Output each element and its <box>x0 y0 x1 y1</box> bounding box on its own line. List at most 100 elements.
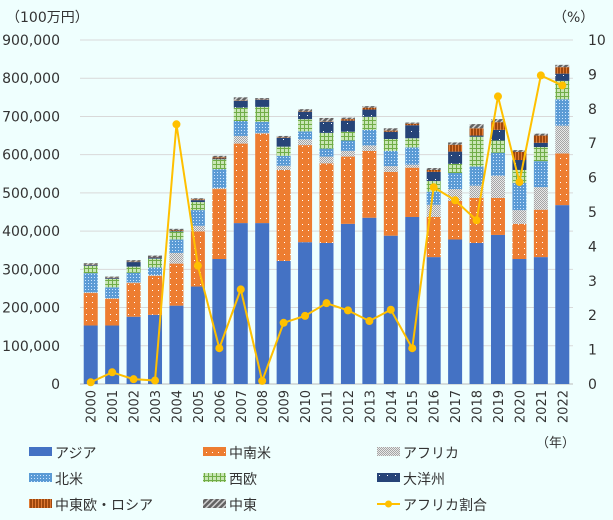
x-tick-label: 2003 <box>149 390 164 423</box>
bar-segment <box>362 109 377 117</box>
bar-segment <box>190 202 205 211</box>
bar-segment <box>212 157 227 159</box>
africa-share-point <box>301 311 310 320</box>
bar-segment <box>469 128 484 136</box>
bar-segment <box>555 153 570 206</box>
bar-segment <box>448 142 463 145</box>
bar-segment <box>383 171 398 236</box>
bar-segment <box>340 117 355 120</box>
bar-segment <box>512 151 527 161</box>
bar-segment <box>190 286 205 384</box>
bar-segment <box>555 125 570 154</box>
bar-segment <box>319 148 334 157</box>
legend-label: アフリカ割合 <box>403 497 487 514</box>
bar-segment <box>126 282 141 284</box>
bar-segment <box>533 147 548 162</box>
y2-axis-unit-label: （%） <box>553 10 594 26</box>
x-tick-label: 2002 <box>128 390 143 423</box>
bar-segment <box>512 160 527 170</box>
bar-segment <box>405 138 420 148</box>
bar-segment <box>255 223 270 384</box>
y2-tick-label: 0 <box>588 377 597 393</box>
bar-segment <box>555 99 570 126</box>
bar-segment <box>255 106 270 122</box>
bar-segment <box>362 217 377 384</box>
bar-segment <box>383 166 398 172</box>
bar-segment <box>362 145 377 151</box>
bar-segment <box>512 210 527 224</box>
bar-segment <box>105 278 120 279</box>
bar-segment <box>426 216 441 258</box>
bar-segment <box>126 262 141 267</box>
bar-segment <box>148 275 163 315</box>
legend-swatch <box>203 499 226 508</box>
africa-share-point <box>515 178 524 187</box>
africa-share-point <box>258 376 267 385</box>
bar-segment <box>105 298 120 299</box>
bar-segment <box>469 136 484 167</box>
y-tick-label: 700,000 <box>2 109 60 125</box>
africa-share-point <box>236 285 245 294</box>
y2-tick-label: 8 <box>588 102 597 118</box>
bar-segment <box>319 163 334 243</box>
y2-tick-label: 5 <box>588 205 597 221</box>
x-tick-label: 2018 <box>471 390 486 423</box>
bar-segment <box>105 298 120 326</box>
y-tick-label: 100,000 <box>2 339 60 355</box>
bar-segment <box>169 231 184 240</box>
bar-segment <box>319 117 334 122</box>
bar-segment <box>233 97 248 101</box>
bar-segment <box>448 151 463 164</box>
bar-segment <box>490 152 505 176</box>
bar-segment <box>448 163 463 174</box>
bar-segment <box>255 133 270 224</box>
x-tick-label: 2016 <box>428 390 443 423</box>
bar-segment <box>105 276 120 278</box>
bar-segment <box>83 292 98 294</box>
bar-segment <box>490 197 505 235</box>
x-tick-label: 2006 <box>213 390 228 423</box>
bar-segment <box>276 135 291 138</box>
x-tick-label: 2013 <box>363 390 378 423</box>
legend-swatch <box>377 473 400 482</box>
bar-segment <box>426 257 441 384</box>
bar-segment <box>212 155 227 158</box>
bar-segment <box>255 99 270 107</box>
x-tick-label: 2000 <box>85 390 100 423</box>
bar-segment <box>126 266 141 273</box>
bar-segment <box>83 265 98 266</box>
y2-tick-label: 10 <box>588 33 606 49</box>
bar-segment <box>276 155 291 166</box>
bar-segment <box>190 199 205 201</box>
bar-segment <box>169 263 184 306</box>
bar-segment <box>448 239 463 384</box>
x-tick-label: 2004 <box>170 390 185 423</box>
africa-share-point <box>408 344 417 353</box>
bar-segment <box>126 316 141 384</box>
bar-segment <box>512 223 527 260</box>
bar-segment <box>405 125 420 139</box>
bar-segment <box>212 189 227 260</box>
bar-segment <box>83 293 98 326</box>
africa-share-point <box>343 306 352 315</box>
x-tick-label: 2014 <box>385 390 400 423</box>
africa-share-point <box>472 216 481 225</box>
legend-label: 中東 <box>229 498 257 514</box>
africa-share-point <box>451 196 460 205</box>
bar-segment <box>83 263 98 265</box>
bar-segment <box>383 150 398 167</box>
bar-segment <box>426 191 441 205</box>
bar-segment <box>362 150 377 218</box>
bar-segment <box>212 187 227 190</box>
y-tick-label: 500,000 <box>2 186 60 202</box>
africa-share-point <box>215 344 224 353</box>
bar-segment <box>169 252 184 264</box>
bar-segment <box>426 168 441 170</box>
bar-segment <box>148 267 163 276</box>
x-tick-label: 2008 <box>256 390 271 423</box>
y2-tick-label: 4 <box>588 239 597 255</box>
bar-segment <box>426 169 441 172</box>
africa-share-point <box>172 120 181 129</box>
bar-segment <box>83 273 98 293</box>
y-tick-label: 800,000 <box>2 71 60 87</box>
